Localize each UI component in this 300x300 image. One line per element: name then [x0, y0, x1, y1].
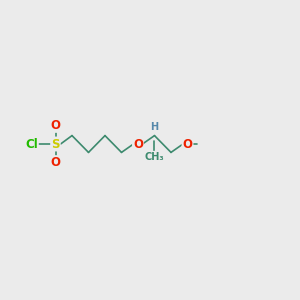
- Text: Cl: Cl: [25, 137, 38, 151]
- Text: O: O: [133, 137, 143, 151]
- Text: O: O: [182, 137, 193, 151]
- Text: H: H: [150, 122, 159, 132]
- Text: O: O: [50, 119, 61, 132]
- Text: O: O: [50, 156, 61, 169]
- Text: CH₃: CH₃: [145, 152, 164, 162]
- Text: S: S: [51, 137, 60, 151]
